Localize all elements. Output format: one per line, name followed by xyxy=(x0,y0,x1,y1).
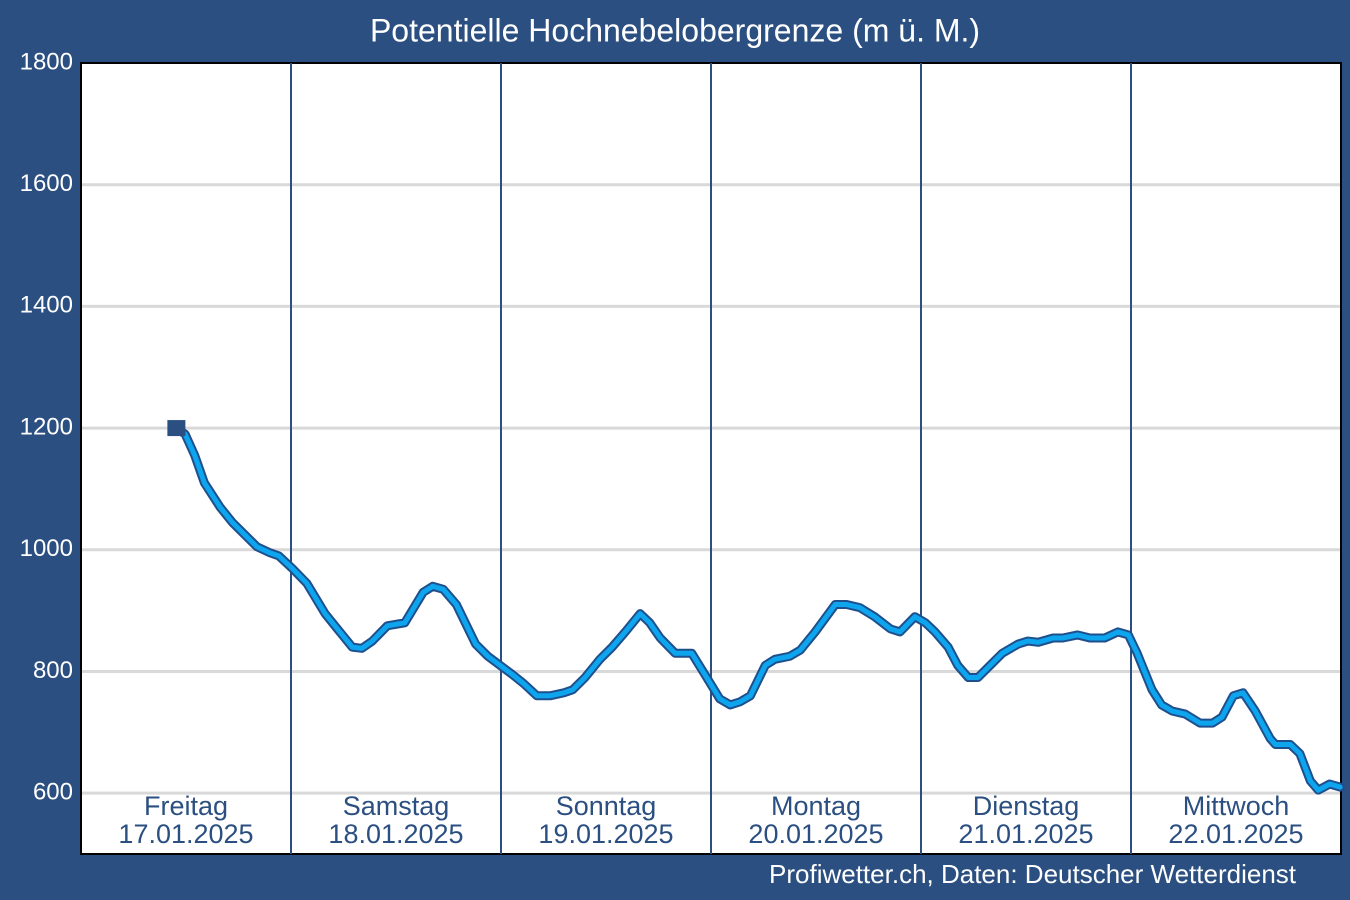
start-marker xyxy=(167,420,186,437)
y-tick-label: 1600 xyxy=(20,170,73,197)
day-name: Sonntag xyxy=(556,791,657,821)
day-date: 17.01.2025 xyxy=(118,819,253,849)
y-tick-label: 1000 xyxy=(20,535,73,562)
chart-title: Potentielle Hochnebelobergrenze (m ü. M.… xyxy=(370,12,980,48)
day-name: Freitag xyxy=(144,791,228,821)
day-date: 19.01.2025 xyxy=(538,819,673,849)
y-tick-label: 1200 xyxy=(20,413,73,440)
day-name: Dienstag xyxy=(973,791,1080,821)
y-tick-label: 800 xyxy=(33,657,73,684)
day-date: 22.01.2025 xyxy=(1168,819,1303,849)
day-date: 20.01.2025 xyxy=(748,819,883,849)
day-date: 21.01.2025 xyxy=(958,819,1093,849)
day-name: Mittwoch xyxy=(1183,791,1290,821)
line xyxy=(173,425,1343,793)
y-tick-label: 600 xyxy=(33,778,73,805)
y-tick-label: 1800 xyxy=(20,48,73,75)
day-date: 18.01.2025 xyxy=(328,819,463,849)
day-name: Samstag xyxy=(343,791,450,821)
y-tick-label: 1400 xyxy=(20,292,73,319)
source-note: Profiwetter.ch, Daten: Deutscher Wetterd… xyxy=(769,859,1297,889)
day-name: Montag xyxy=(771,791,861,821)
